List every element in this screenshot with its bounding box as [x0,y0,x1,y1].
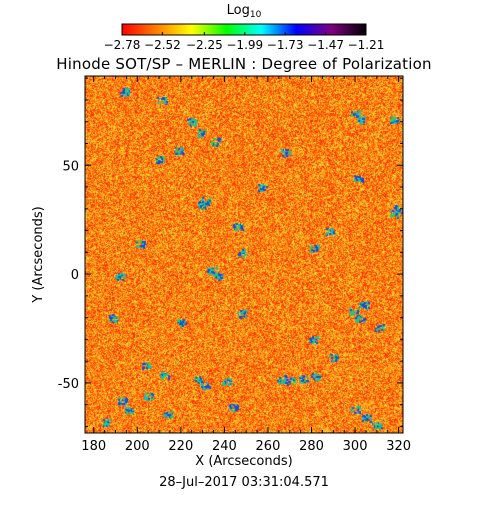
colorbar-tick-label: −1.73 [267,38,304,52]
chart-title: Hinode SOT/SP – MERLIN : Degree of Polar… [56,55,432,73]
colorbar-tick-label: −1.21 [348,38,385,52]
heatmap-image [85,76,403,433]
colorbar-gradient [121,23,367,36]
x-tick-label: 260 [256,439,281,454]
x-tick-label: 240 [212,439,237,454]
colorbar-title: Log10 [226,3,262,20]
y-tick-label: 0 [71,268,79,283]
x-tick-label: 180 [81,439,106,454]
plot-frame [84,75,404,434]
colorbar-tick-label: −2.78 [104,38,141,52]
x-axis-label: X (Arcseconds) [195,454,292,469]
colorbar-tick-label: −1.47 [307,38,344,52]
colorbar-tick-label: −1.99 [226,38,263,52]
x-tick-label: 220 [168,439,193,454]
colorbar-tick-label: −2.25 [186,38,223,52]
x-tick-label: 200 [125,439,150,454]
colorbar-tick-label: −2.52 [144,38,181,52]
y-tick-label: -50 [58,377,79,392]
timestamp: 28–Jul–2017 03:31:04.571 [159,475,329,490]
x-tick-label: 280 [299,439,324,454]
y-axis-label: Y (Arcseconds) [31,206,46,303]
y-tick-label: 50 [62,159,79,174]
colorbar: −2.78 −2.52 −2.25 −1.99 −1.73 −1.47 −1.21 [104,23,385,52]
x-tick-label: 300 [343,439,368,454]
x-tick-label: 320 [386,439,411,454]
